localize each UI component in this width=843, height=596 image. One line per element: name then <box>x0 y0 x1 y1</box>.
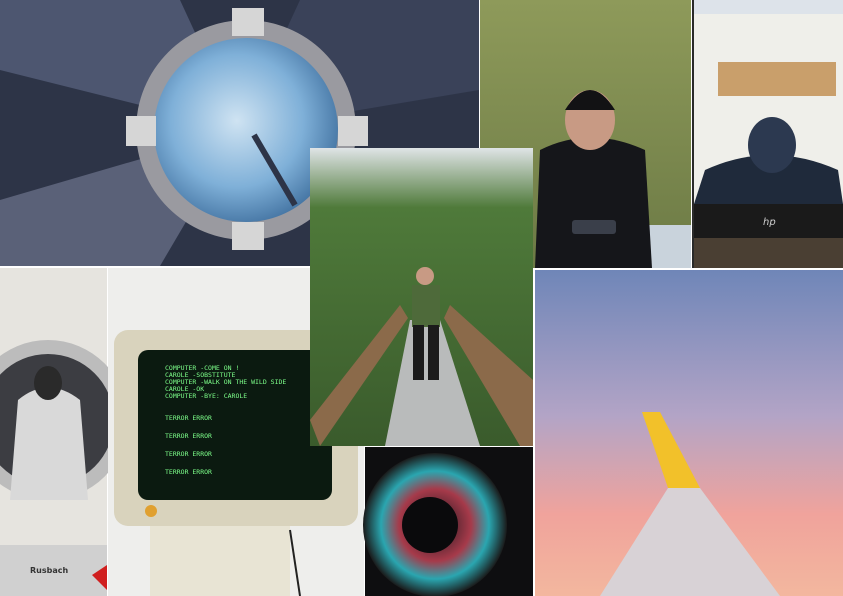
screen-line: TERROR ERROR <box>165 468 212 476</box>
screen-line: TERROR ERROR <box>165 432 212 440</box>
screen-line: TERROR ERROR <box>165 414 212 422</box>
photo-fountain <box>0 0 479 266</box>
washer-brand: Rusbach <box>30 566 68 575</box>
photo-computer: COMPUTER -COME ON !CAROLE -SOBSTITUTECOM… <box>108 268 364 596</box>
screen-line: COMPUTER -WALK ON THE WILD SIDE <box>165 378 286 386</box>
screen-line: TERROR ERROR <box>165 450 212 458</box>
photo-laptop: hp <box>692 0 843 268</box>
screen-text: COMPUTER -COME ON !CAROLE -SOBSTITUTECOM… <box>165 364 286 476</box>
photo-lens <box>363 447 533 596</box>
screen-line: CAROLE -OK <box>165 385 204 393</box>
photo-hiker <box>310 148 533 446</box>
screen-line: COMPUTER -BYE: CAROLE <box>165 392 247 400</box>
photo-washer: Rusbach <box>0 268 128 596</box>
screen-line: COMPUTER -COME ON ! <box>165 364 239 372</box>
laptop-logo: hp <box>763 217 776 228</box>
photo-wing <box>535 270 843 596</box>
screen-line: CAROLE -SOBSTITUTE <box>165 371 236 379</box>
